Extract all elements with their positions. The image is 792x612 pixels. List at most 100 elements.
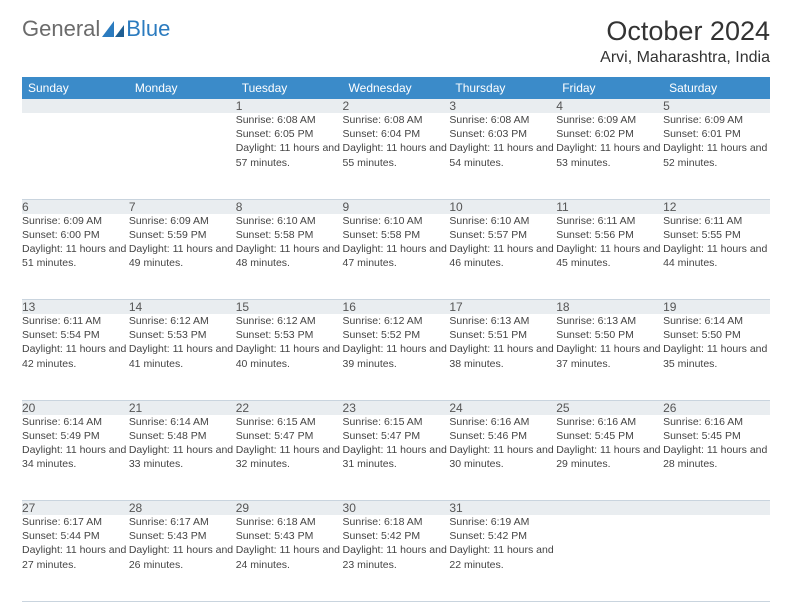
sunset-line: Sunset: 5:50 PM [663,328,770,342]
day-cell: Sunrise: 6:13 AMSunset: 5:50 PMDaylight:… [556,314,663,400]
sunset-line: Sunset: 6:04 PM [343,127,450,141]
day-number: 31 [449,501,556,516]
day-cell: Sunrise: 6:09 AMSunset: 6:00 PMDaylight:… [22,214,129,300]
day-number: 29 [236,501,343,516]
daylight-line: Daylight: 11 hours and 51 minutes. [22,242,129,270]
day-cell: Sunrise: 6:10 AMSunset: 5:58 PMDaylight:… [343,214,450,300]
sunrise-line: Sunrise: 6:12 AM [236,314,343,328]
day-number: 11 [556,199,663,214]
daylight-line: Daylight: 11 hours and 52 minutes. [663,141,770,169]
day-number: 3 [449,99,556,113]
sunset-line: Sunset: 5:45 PM [556,429,663,443]
day-number: 25 [556,400,663,415]
sunrise-line: Sunrise: 6:10 AM [343,214,450,228]
day-number: 30 [343,501,450,516]
daylight-line: Daylight: 11 hours and 31 minutes. [343,443,450,471]
empty-day-number [663,501,770,516]
day-number: 8 [236,199,343,214]
daylight-line: Daylight: 11 hours and 39 minutes. [343,342,450,370]
weekday-header: Monday [129,77,236,99]
sunrise-line: Sunrise: 6:11 AM [22,314,129,328]
day-number: 5 [663,99,770,113]
weekday-header: Wednesday [343,77,450,99]
sunset-line: Sunset: 5:57 PM [449,228,556,242]
day-cell: Sunrise: 6:14 AMSunset: 5:48 PMDaylight:… [129,415,236,501]
day-cell: Sunrise: 6:16 AMSunset: 5:46 PMDaylight:… [449,415,556,501]
sunset-line: Sunset: 5:49 PM [22,429,129,443]
page-title: October 2024 [600,16,770,47]
day-number: 28 [129,501,236,516]
daylight-line: Daylight: 11 hours and 45 minutes. [556,242,663,270]
sunrise-line: Sunrise: 6:12 AM [129,314,236,328]
sunrise-line: Sunrise: 6:19 AM [449,515,556,529]
day-cell: Sunrise: 6:08 AMSunset: 6:04 PMDaylight:… [343,113,450,199]
daylight-line: Daylight: 11 hours and 47 minutes. [343,242,450,270]
empty-day-cell [663,515,770,601]
logo: General Blue [22,16,170,42]
empty-day-number [22,99,129,113]
sunset-line: Sunset: 5:59 PM [129,228,236,242]
sunrise-line: Sunrise: 6:16 AM [663,415,770,429]
sunset-line: Sunset: 6:05 PM [236,127,343,141]
sunrise-line: Sunrise: 6:12 AM [343,314,450,328]
empty-day-number [129,99,236,113]
day-cell: Sunrise: 6:09 AMSunset: 5:59 PMDaylight:… [129,214,236,300]
day-number: 14 [129,300,236,315]
sunrise-line: Sunrise: 6:09 AM [22,214,129,228]
sunrise-line: Sunrise: 6:13 AM [449,314,556,328]
day-cell: Sunrise: 6:11 AMSunset: 5:56 PMDaylight:… [556,214,663,300]
day-number: 4 [556,99,663,113]
sunrise-line: Sunrise: 6:17 AM [22,515,129,529]
sunset-line: Sunset: 6:01 PM [663,127,770,141]
sunrise-line: Sunrise: 6:11 AM [663,214,770,228]
daylight-line: Daylight: 11 hours and 46 minutes. [449,242,556,270]
daylight-line: Daylight: 11 hours and 29 minutes. [556,443,663,471]
daylight-line: Daylight: 11 hours and 27 minutes. [22,543,129,571]
day-cell: Sunrise: 6:18 AMSunset: 5:43 PMDaylight:… [236,515,343,601]
day-cell: Sunrise: 6:12 AMSunset: 5:53 PMDaylight:… [236,314,343,400]
day-cell: Sunrise: 6:08 AMSunset: 6:03 PMDaylight:… [449,113,556,199]
day-number: 10 [449,199,556,214]
daylight-line: Daylight: 11 hours and 35 minutes. [663,342,770,370]
sunrise-line: Sunrise: 6:08 AM [236,113,343,127]
day-number: 19 [663,300,770,315]
day-cell: Sunrise: 6:12 AMSunset: 5:52 PMDaylight:… [343,314,450,400]
sunset-line: Sunset: 5:53 PM [236,328,343,342]
logo-sail-icon [102,21,124,37]
daylight-line: Daylight: 11 hours and 33 minutes. [129,443,236,471]
sunset-line: Sunset: 5:47 PM [236,429,343,443]
day-number: 1 [236,99,343,113]
day-cell: Sunrise: 6:17 AMSunset: 5:43 PMDaylight:… [129,515,236,601]
sunset-line: Sunset: 5:58 PM [343,228,450,242]
sunset-line: Sunset: 5:45 PM [663,429,770,443]
weekday-header: Saturday [663,77,770,99]
sunset-line: Sunset: 5:42 PM [449,529,556,543]
daylight-line: Daylight: 11 hours and 40 minutes. [236,342,343,370]
day-number: 22 [236,400,343,415]
weekday-header: Sunday [22,77,129,99]
sunrise-line: Sunrise: 6:08 AM [343,113,450,127]
sunrise-line: Sunrise: 6:16 AM [449,415,556,429]
daylight-line: Daylight: 11 hours and 37 minutes. [556,342,663,370]
sunset-line: Sunset: 5:58 PM [236,228,343,242]
daylight-line: Daylight: 11 hours and 28 minutes. [663,443,770,471]
day-number: 12 [663,199,770,214]
location: Arvi, Maharashtra, India [600,49,770,67]
sunset-line: Sunset: 5:50 PM [556,328,663,342]
sunrise-line: Sunrise: 6:15 AM [236,415,343,429]
empty-day-cell [22,113,129,199]
calendar-head: SundayMondayTuesdayWednesdayThursdayFrid… [22,77,770,99]
daylight-line: Daylight: 11 hours and 53 minutes. [556,141,663,169]
sunset-line: Sunset: 5:51 PM [449,328,556,342]
sunset-line: Sunset: 6:00 PM [22,228,129,242]
day-cell: Sunrise: 6:08 AMSunset: 6:05 PMDaylight:… [236,113,343,199]
sunset-line: Sunset: 5:47 PM [343,429,450,443]
title-block: October 2024 Arvi, Maharashtra, India [600,16,770,67]
header: General Blue October 2024 Arvi, Maharash… [22,16,770,67]
day-cell: Sunrise: 6:18 AMSunset: 5:42 PMDaylight:… [343,515,450,601]
sunset-line: Sunset: 5:48 PM [129,429,236,443]
daylight-line: Daylight: 11 hours and 26 minutes. [129,543,236,571]
sunset-line: Sunset: 5:43 PM [129,529,236,543]
day-cell: Sunrise: 6:17 AMSunset: 5:44 PMDaylight:… [22,515,129,601]
day-cell: Sunrise: 6:16 AMSunset: 5:45 PMDaylight:… [556,415,663,501]
